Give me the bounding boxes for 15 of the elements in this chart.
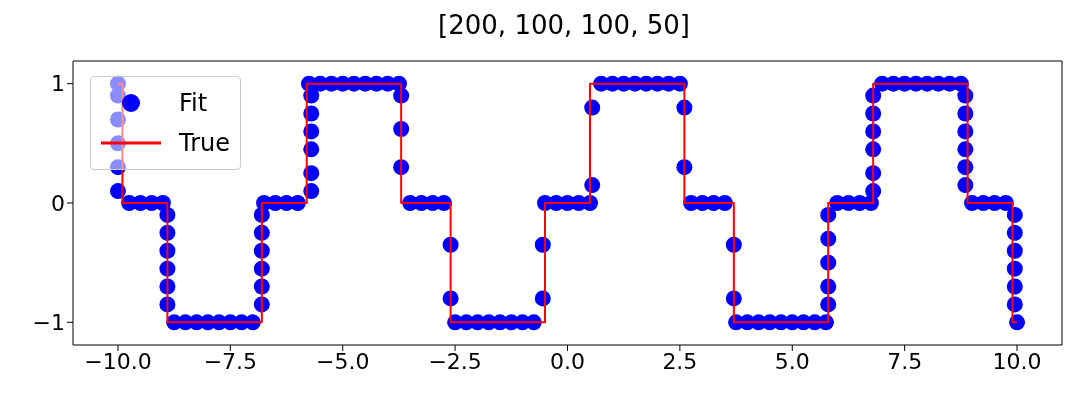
y-tick-label: −1 xyxy=(32,310,65,336)
x-tick-label: 7.5 xyxy=(887,348,923,374)
y-tick-label: 0 xyxy=(51,190,65,216)
x-tick-label: 5.0 xyxy=(774,348,810,374)
legend-label: True xyxy=(179,128,230,159)
x-tick-label: 2.5 xyxy=(662,348,698,374)
x-tick-label: 0.0 xyxy=(550,348,585,374)
x-tick-label: 10.0 xyxy=(992,348,1042,374)
chart-title: [200, 100, 100, 50] xyxy=(437,10,691,40)
y-tick-label: 1 xyxy=(51,71,65,97)
legend-label: Fit xyxy=(179,88,208,119)
x-tick-label: −7.5 xyxy=(203,348,258,374)
x-tick-label: −5.0 xyxy=(316,348,370,374)
x-tick-label: −10.0 xyxy=(84,348,152,374)
x-tick-label: −2.5 xyxy=(428,348,482,374)
